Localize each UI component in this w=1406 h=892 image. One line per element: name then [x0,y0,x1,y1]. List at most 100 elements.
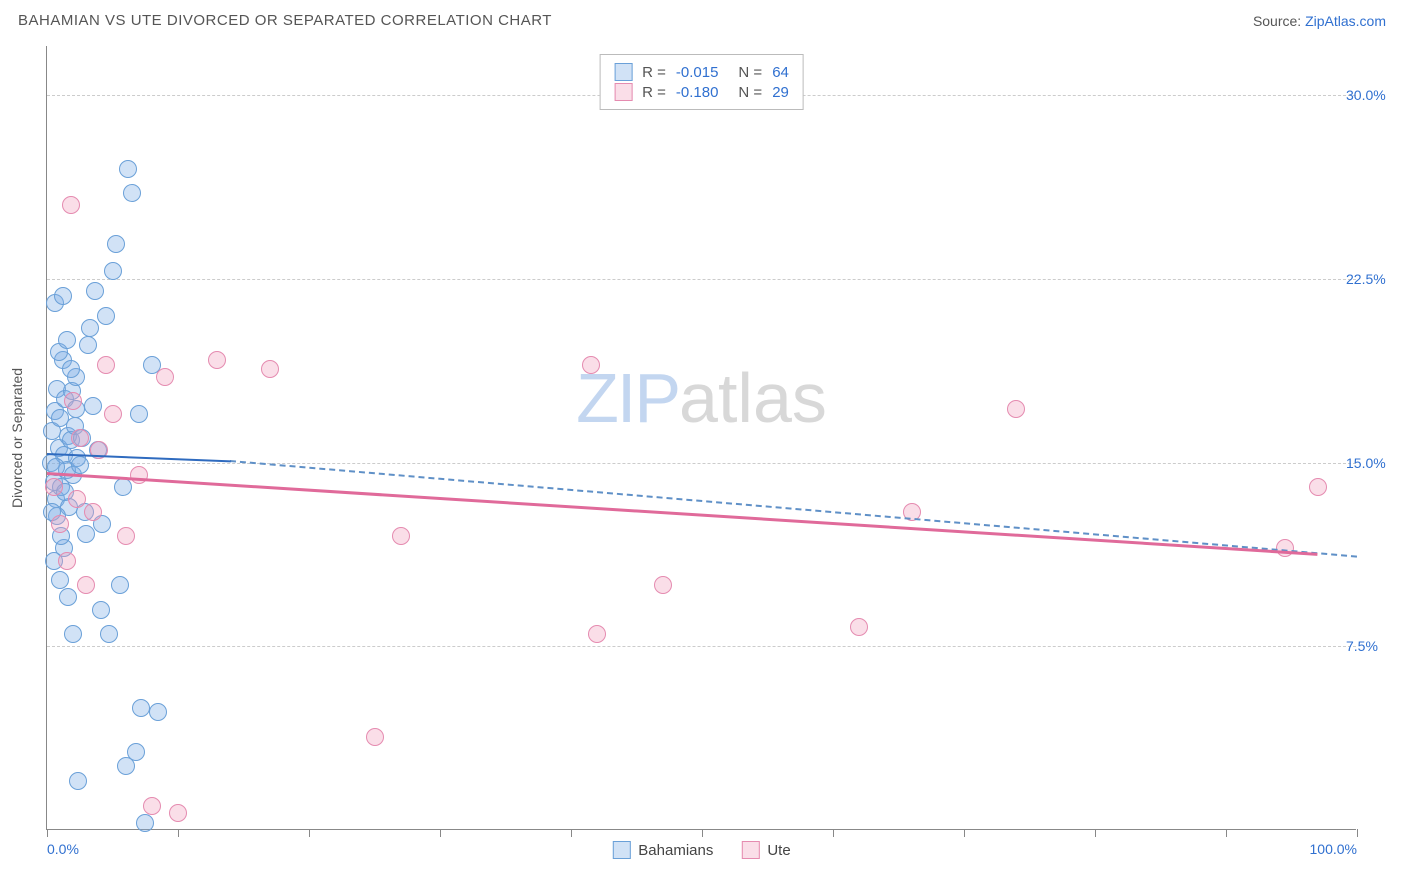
data-point-ute [850,618,868,636]
data-point-ute [58,552,76,570]
legend-row-ute: R = -0.180 N = 29 [614,83,789,101]
legend-r-label: R = [642,84,666,101]
data-point-bahamians [100,625,118,643]
data-point-bahamians [123,184,141,202]
legend-item-bahamians: Bahamians [612,841,713,859]
x-tick [1226,829,1227,837]
data-point-bahamians [51,571,69,589]
y-tick-label: 22.5% [1346,271,1406,287]
watermark-atlas: atlas [679,359,827,437]
data-point-ute [1007,400,1025,418]
data-point-bahamians [104,262,122,280]
data-point-bahamians [81,319,99,337]
legend-r-value: -0.180 [676,84,719,101]
legend-marker-icon [612,841,630,859]
data-point-bahamians [69,772,87,790]
data-point-bahamians [149,703,167,721]
x-tick [702,829,703,837]
data-point-ute [1309,478,1327,496]
data-point-bahamians [86,282,104,300]
data-point-bahamians [62,360,80,378]
data-point-ute [45,478,63,496]
y-tick-label: 15.0% [1346,455,1406,471]
data-point-ute [97,356,115,374]
data-point-ute [71,429,89,447]
data-point-ute [117,527,135,545]
y-axis-label: Divorced or Separated [9,367,25,507]
legend-marker-icon [614,63,632,81]
legend-n-value: 64 [772,64,789,81]
data-point-bahamians [71,456,89,474]
x-tick-label: 0.0% [47,841,79,857]
chart-source: Source: ZipAtlas.com [1253,13,1386,29]
chart-title: BAHAMIAN VS UTE DIVORCED OR SEPARATED CO… [18,12,552,29]
source-link[interactable]: ZipAtlas.com [1305,13,1386,29]
data-point-ute [68,490,86,508]
chart-header: BAHAMIAN VS UTE DIVORCED OR SEPARATED CO… [0,0,1406,37]
data-point-ute [582,356,600,374]
data-point-ute [143,797,161,815]
data-point-ute [392,527,410,545]
scatter-chart: ZIPatlas Divorced or Separated R =-0.015… [46,46,1356,830]
trend-line [47,472,1318,555]
y-tick-label: 30.0% [1346,87,1406,103]
data-point-bahamians [97,307,115,325]
data-point-bahamians [107,235,125,253]
x-tick [1357,829,1358,837]
legend-correlation: R = -0.015 N = 64 R = -0.180 N = 29 [599,54,804,110]
data-point-ute [64,392,82,410]
data-point-bahamians [127,743,145,761]
data-point-bahamians [92,601,110,619]
data-point-bahamians [114,478,132,496]
x-tick-label: 100.0% [1310,841,1357,857]
data-point-ute [77,576,95,594]
x-tick [964,829,965,837]
legend-r-label: R = [642,64,666,81]
gridline-horizontal [47,279,1356,280]
legend-row-bahamians: R = -0.015 N = 64 [614,63,789,81]
legend-r-value: -0.015 [676,64,719,81]
data-point-ute [156,368,174,386]
x-tick [440,829,441,837]
x-tick [571,829,572,837]
data-point-bahamians [77,525,95,543]
watermark: ZIPatlas [576,358,827,438]
data-point-bahamians [130,405,148,423]
legend-n-label: N = [738,64,762,81]
data-point-bahamians [58,331,76,349]
legend-marker-icon [614,83,632,101]
data-point-bahamians [111,576,129,594]
data-point-ute [261,360,279,378]
legend-n-label: N = [738,84,762,101]
data-point-ute [169,804,187,822]
data-point-bahamians [119,160,137,178]
data-point-bahamians [54,287,72,305]
legend-series-label: Ute [767,842,790,859]
x-tick [833,829,834,837]
data-point-ute [51,515,69,533]
data-point-bahamians [64,625,82,643]
legend-n-value: 29 [772,84,789,101]
data-point-ute [654,576,672,594]
gridline-horizontal [47,646,1356,647]
data-point-bahamians [59,588,77,606]
legend-marker-icon [741,841,759,859]
data-point-ute [84,503,102,521]
data-point-ute [208,351,226,369]
source-label: Source: [1253,13,1301,29]
x-tick [1095,829,1096,837]
legend-series: Bahamians Ute [612,841,790,859]
legend-item-ute: Ute [741,841,790,859]
data-point-bahamians [84,397,102,415]
data-point-bahamians [132,699,150,717]
x-tick [178,829,179,837]
legend-series-label: Bahamians [638,842,713,859]
x-tick [47,829,48,837]
data-point-bahamians [136,814,154,832]
data-point-ute [130,466,148,484]
data-point-ute [104,405,122,423]
y-tick-label: 7.5% [1346,638,1406,654]
data-point-ute [366,728,384,746]
data-point-bahamians [79,336,97,354]
x-tick [309,829,310,837]
